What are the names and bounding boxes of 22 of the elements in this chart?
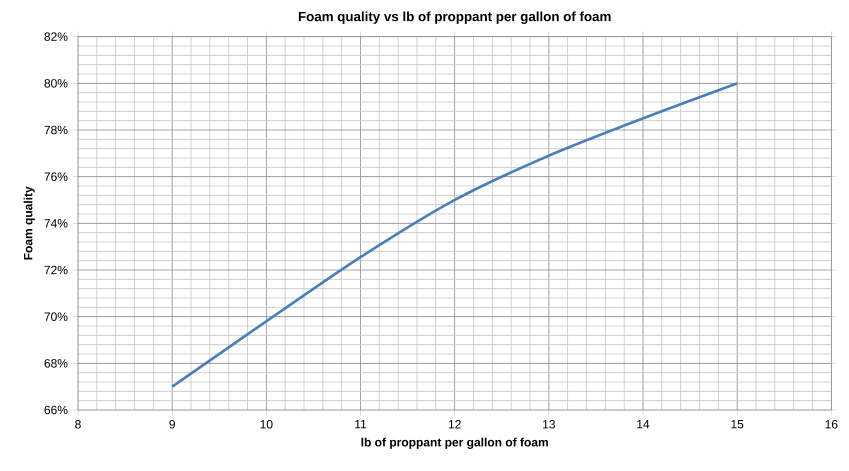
x-tick-label: 11 xyxy=(355,420,366,428)
y-tick-label: 70% xyxy=(44,312,68,321)
x-tick-label: 12 xyxy=(448,420,461,428)
y-tick-label: 80% xyxy=(44,79,68,88)
y-tick-label: 74% xyxy=(44,219,68,228)
x-tick-label: 9 xyxy=(169,420,175,429)
x-tick-label: 14 xyxy=(637,420,650,428)
y-axis-title: Foam quality xyxy=(24,186,35,260)
y-tick-label: 82% xyxy=(44,32,68,41)
x-tick-label: 16 xyxy=(826,420,838,429)
y-tick-label: 78% xyxy=(44,126,68,134)
y-tick-label: 66% xyxy=(44,406,68,414)
y-tick-label: 68% xyxy=(44,359,68,368)
x-tick-label: 8 xyxy=(75,420,81,429)
chart-title: Foam quality vs lb of proppant per gallon of foam xyxy=(298,11,611,24)
x-axis-title: lb of proppant per gallon of foam xyxy=(362,438,548,449)
x-tick-label: 15 xyxy=(731,420,744,428)
y-tick-label: 72% xyxy=(44,266,68,274)
x-tick-label: 10 xyxy=(260,420,273,429)
y-tick-label: 76% xyxy=(44,172,68,181)
line-series xyxy=(170,82,738,388)
x-tick-label: 13 xyxy=(543,420,555,429)
